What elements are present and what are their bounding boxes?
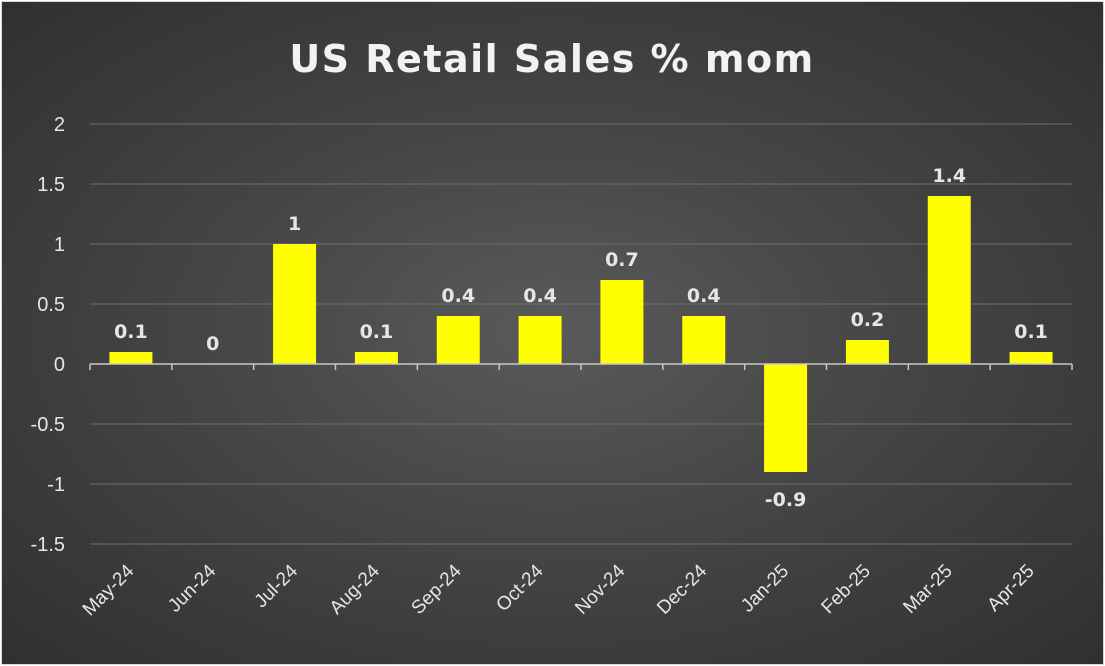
x-tick-label: Jun-24 — [164, 560, 220, 616]
y-axis-ticks: 2 1.5 1 0.5 0 -0.5 -1 -1.5 — [31, 114, 65, 556]
data-label: 0 — [206, 333, 219, 355]
x-tick-label: Oct-24 — [492, 560, 547, 615]
x-tick-label: Nov-24 — [571, 560, 629, 618]
y-tick-label: -0.5 — [31, 414, 65, 436]
bar — [436, 316, 480, 364]
y-tick-label: 0 — [54, 354, 65, 376]
x-tick-label: Aug-24 — [326, 560, 384, 618]
x-tick-label: May-24 — [79, 560, 139, 620]
x-tick-label: Dec-24 — [653, 560, 711, 618]
bar — [109, 352, 153, 364]
data-label: -0.9 — [765, 489, 807, 511]
gridlines — [90, 123, 1072, 545]
y-tick-label: -1.5 — [31, 534, 65, 556]
y-tick-label: -1 — [47, 474, 65, 496]
chart-title: US Retail Sales % mom — [289, 37, 814, 81]
data-label: 1.4 — [932, 165, 966, 187]
data-label: 1 — [288, 213, 301, 235]
x-tick-label: Mar-25 — [899, 561, 956, 618]
data-label: 0.4 — [687, 285, 721, 307]
x-tick-label: Apr-25 — [983, 561, 1038, 616]
data-labels: 0.1 0 1 0.1 0.4 0.4 0.7 0.4 -0.9 0.2 1.4 0.1 — [114, 165, 1048, 511]
y-tick-label: 0.5 — [37, 294, 65, 316]
x-tick-label: Sep-24 — [408, 560, 466, 618]
bar — [927, 196, 971, 364]
x-tick-label: Feb-25 — [818, 561, 875, 618]
y-tick-label: 2 — [54, 114, 65, 136]
x-axis-ticks: May-24 Jun-24 Jul-24 Aug-24 Sep-24 Oct-24 Nov-… — [79, 560, 1039, 620]
data-label: 0.7 — [605, 249, 639, 271]
bar — [600, 280, 644, 364]
bar — [1009, 352, 1053, 364]
bars — [109, 196, 1053, 472]
bar — [845, 340, 889, 364]
zero-axis — [89, 363, 1073, 370]
x-tick-label: Jan-25 — [737, 561, 793, 617]
bar — [354, 352, 398, 364]
data-label: 0.2 — [851, 309, 885, 331]
data-label: 0.1 — [114, 321, 148, 343]
data-label: 0.4 — [441, 285, 475, 307]
y-tick-label: 1.5 — [37, 174, 65, 196]
data-label: 0.1 — [360, 321, 394, 343]
bar — [682, 316, 726, 364]
x-tick-label: Jul-24 — [251, 560, 303, 612]
bar — [518, 316, 562, 364]
data-label: 0.1 — [1014, 321, 1048, 343]
bar — [273, 244, 317, 364]
y-tick-label: 1 — [54, 234, 65, 256]
bar — [764, 364, 808, 472]
data-label: 0.4 — [523, 285, 557, 307]
